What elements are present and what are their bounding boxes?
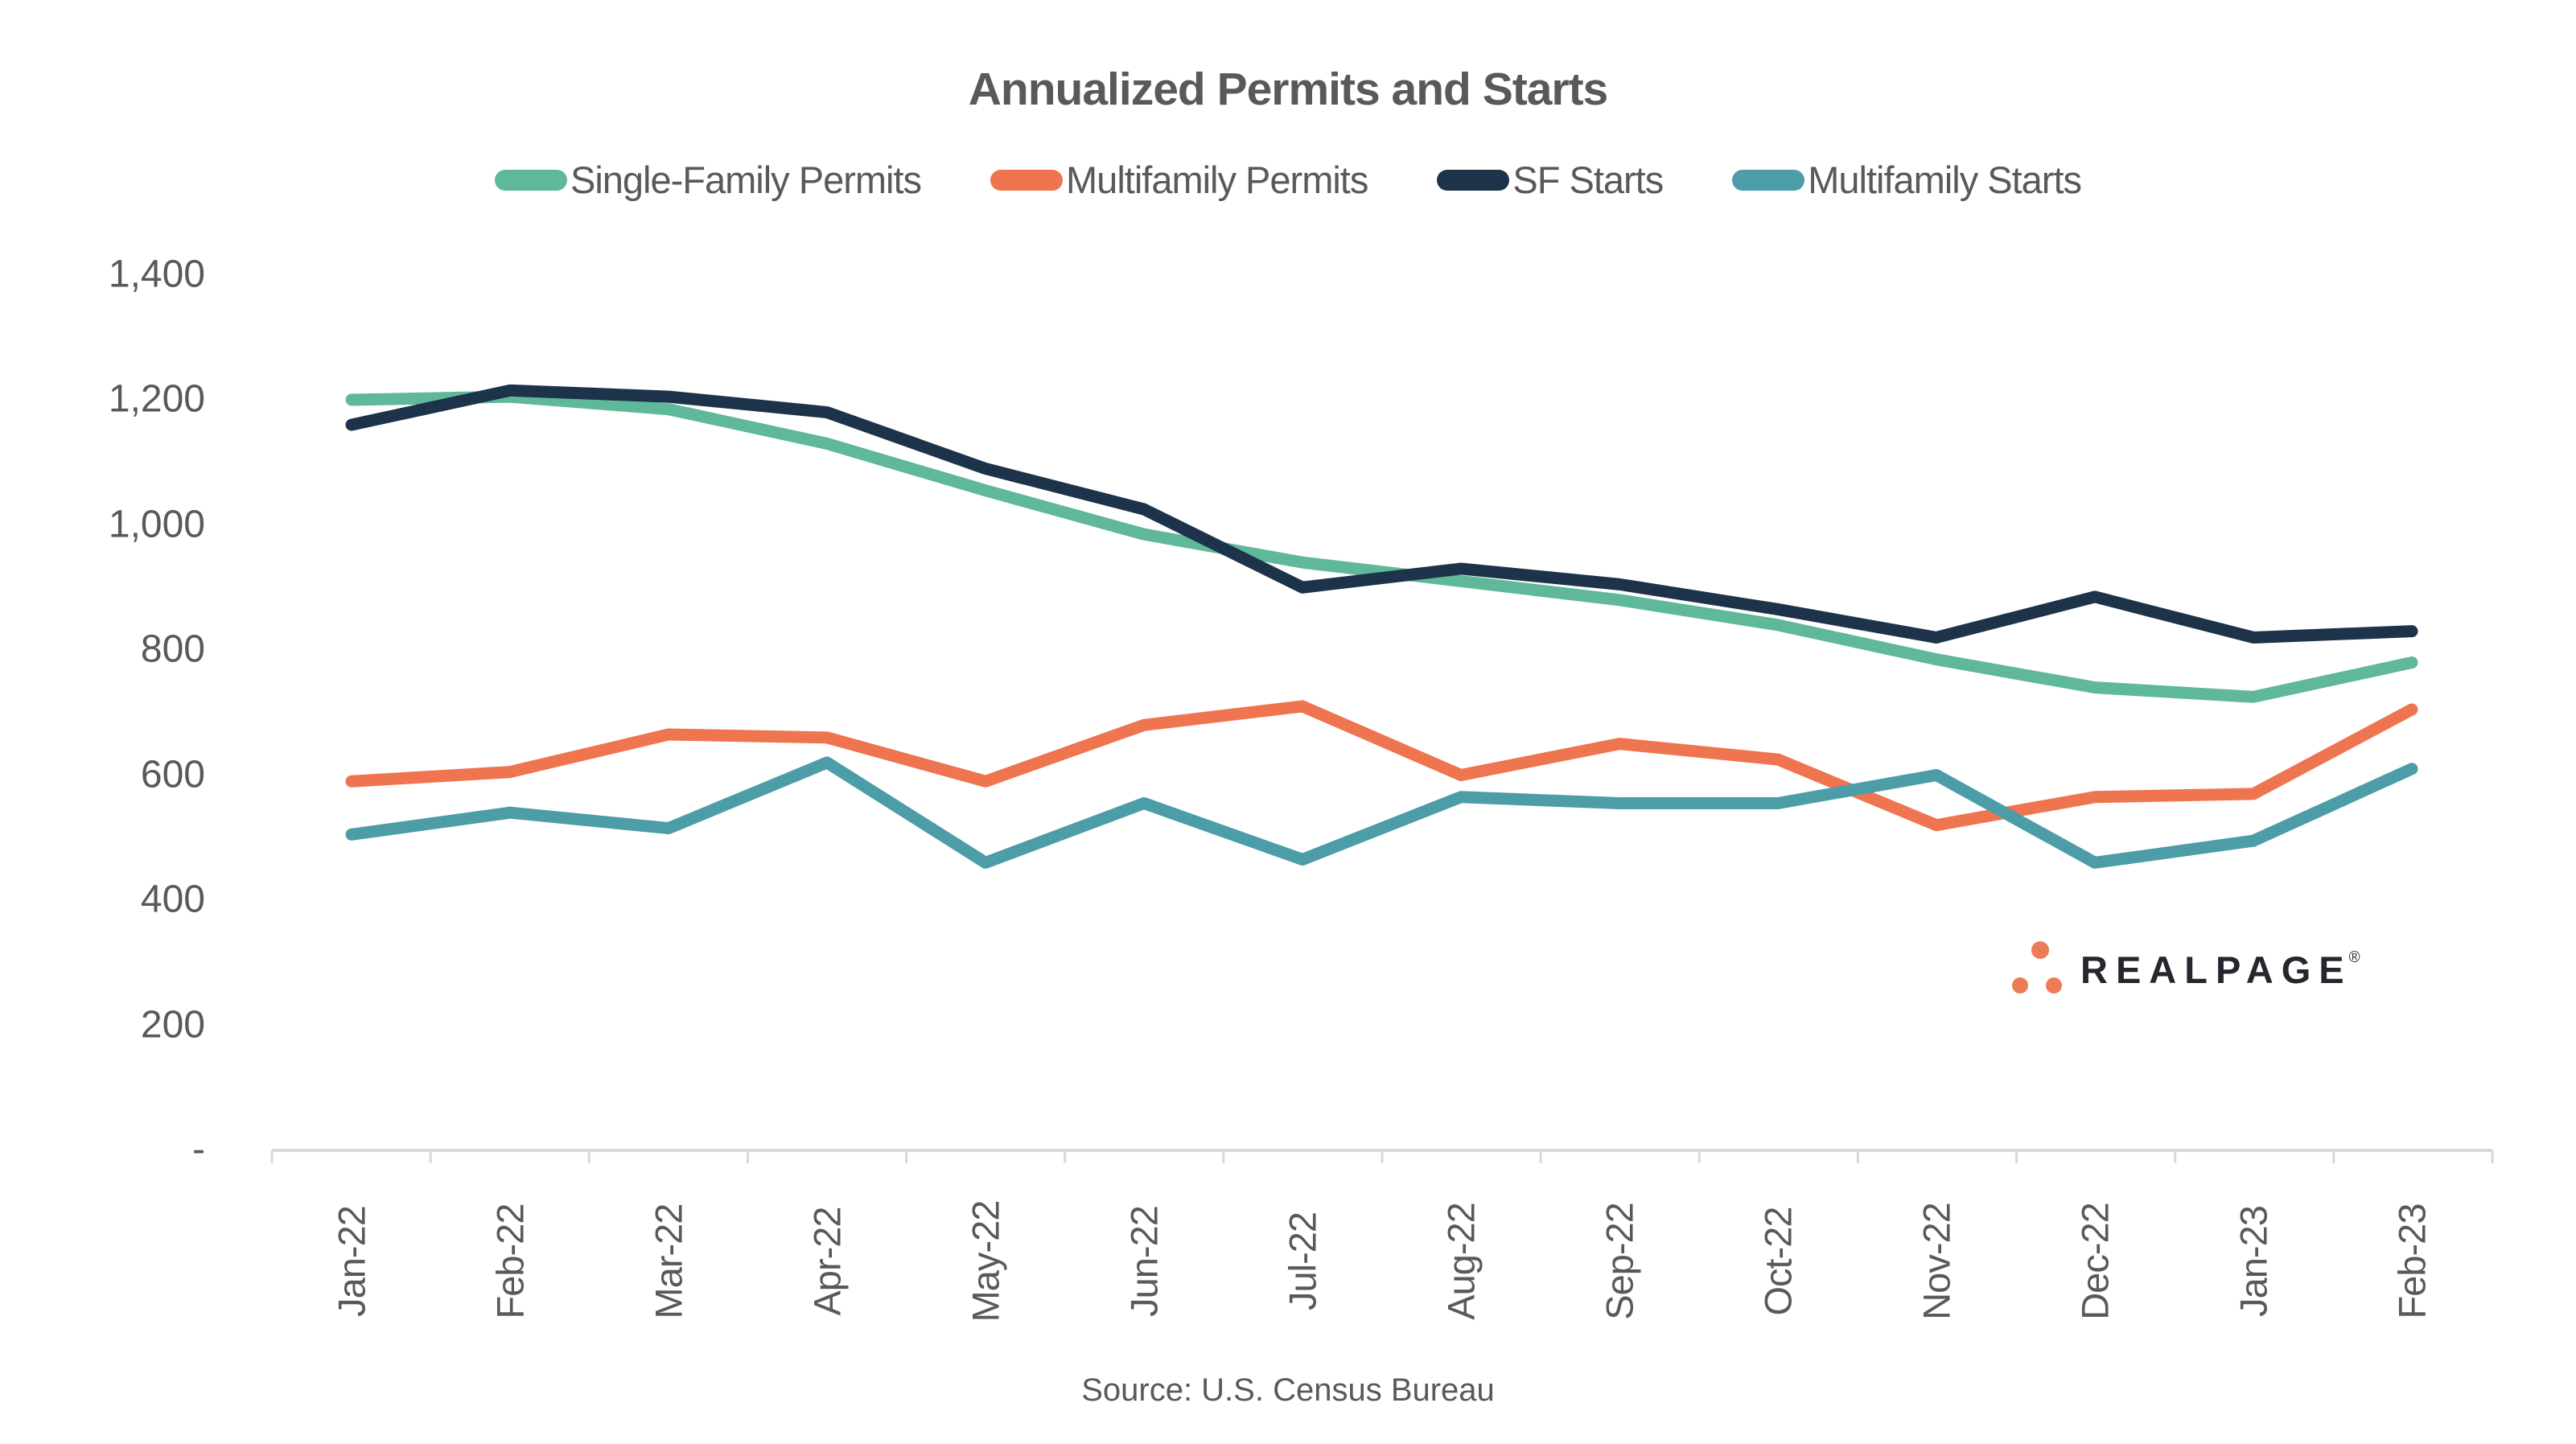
x-tick-label: Jul-22 — [1281, 1212, 1324, 1311]
y-tick-label: 800 — [140, 627, 205, 671]
legend-label: Multifamily Starts — [1808, 158, 2082, 201]
series-line-sf-starts — [345, 384, 2418, 644]
series-line-multifamily-starts — [345, 756, 2418, 869]
source-note: Source: U.S. Census Bureau — [1081, 1372, 1495, 1408]
y-tick-label: - — [192, 1128, 205, 1171]
realpage-dots-icon — [2012, 941, 2062, 994]
legend-label: Single-Family Permits — [570, 158, 922, 201]
legend-item-sf-starts: SF Starts — [1437, 158, 1664, 202]
registered-trademark-icon: ® — [2348, 949, 2360, 966]
x-tick-label: Mar-22 — [647, 1203, 690, 1319]
y-tick-label: 1,400 — [108, 252, 205, 295]
realpage-logo-text: REALPAGE — [2080, 948, 2352, 991]
legend-label: SF Starts — [1512, 158, 1664, 201]
y-tick-label: 400 — [140, 878, 205, 921]
x-tick-label: May-22 — [964, 1200, 1007, 1323]
x-tick-label: Jan-23 — [2232, 1206, 2275, 1317]
legend-swatch-icon — [990, 169, 1064, 191]
legend: Single-Family Permits Multifamily Permits… — [0, 158, 2576, 202]
legend-item-single-family-permits: Single-Family Permits — [494, 158, 922, 202]
x-tick-label: Feb-23 — [2390, 1203, 2434, 1319]
x-axis-line — [270, 1149, 2494, 1163]
x-tick-label: Dec-22 — [2073, 1203, 2117, 1320]
x-tick-label: Aug-22 — [1439, 1203, 1483, 1320]
x-tick-label: Apr-22 — [805, 1207, 849, 1316]
legend-swatch-icon — [1437, 169, 1510, 191]
y-tick-label: 600 — [140, 752, 205, 796]
legend-swatch-icon — [1732, 169, 1805, 191]
x-tick-label: Nov-22 — [1915, 1203, 1958, 1320]
y-tick-label: 200 — [140, 1002, 205, 1046]
chart-title: Annualized Permits and Starts — [968, 64, 1609, 115]
x-tick-label: Jan-22 — [330, 1206, 373, 1317]
y-tick-label: 1,000 — [108, 502, 205, 545]
x-tick-label: Oct-22 — [1756, 1207, 1800, 1316]
series-line-multifamily-permits — [345, 700, 2418, 832]
x-tick-label: Jun-22 — [1122, 1206, 1166, 1317]
series-line-single-family-permits — [345, 390, 2418, 703]
x-tick-label: Sep-22 — [1598, 1203, 1641, 1320]
x-tick-label: Feb-22 — [488, 1203, 532, 1319]
y-tick-label: 1,200 — [108, 377, 205, 421]
realpage-logo: REALPAGE ® — [2008, 933, 2364, 1006]
legend-item-multifamily-permits: Multifamily Permits — [990, 158, 1368, 202]
legend-item-multifamily-starts: Multifamily Starts — [1732, 158, 2082, 202]
legend-swatch-icon — [494, 169, 567, 191]
legend-label: Multifamily Permits — [1066, 158, 1368, 201]
